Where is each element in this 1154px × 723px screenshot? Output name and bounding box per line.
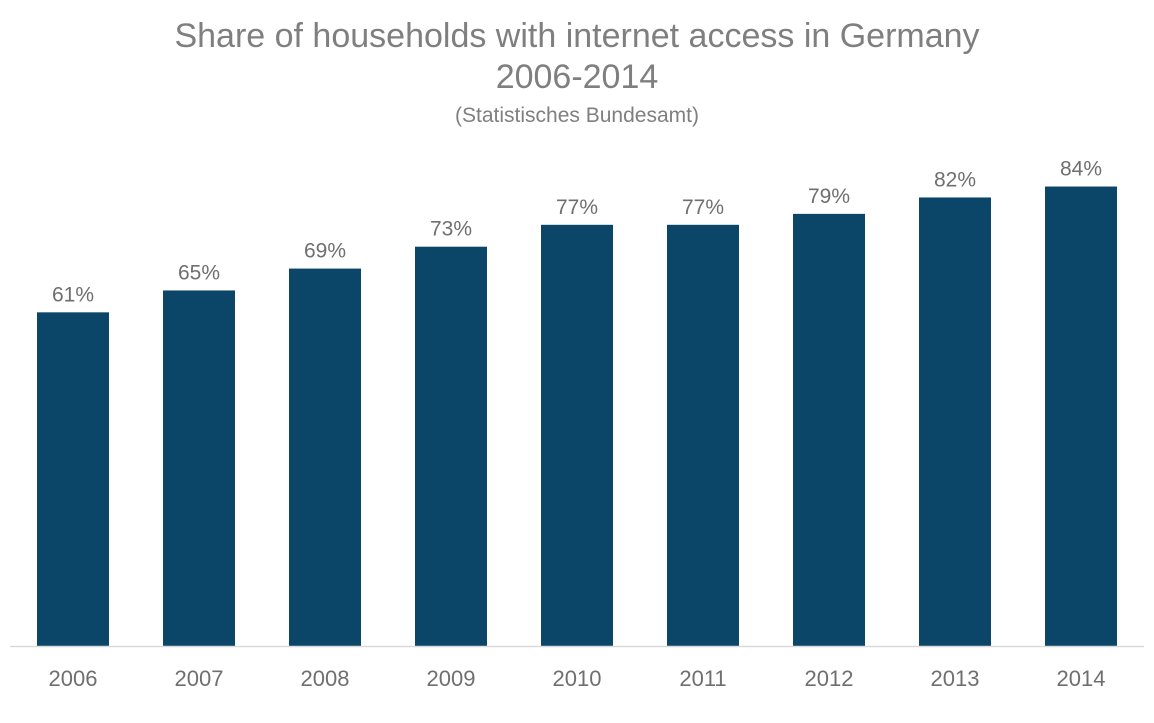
- bar-2009: [415, 246, 487, 646]
- x-tick-label-2012: 2012: [805, 666, 854, 691]
- bar-2014: [1045, 186, 1117, 646]
- data-label-2012: 79%: [808, 185, 850, 208]
- bar-2006: [37, 312, 109, 646]
- x-tick-label-2008: 2008: [301, 666, 350, 691]
- bar-2008: [289, 268, 361, 646]
- chart-title-years: 2006-2014: [496, 58, 659, 96]
- bar-2011: [667, 224, 739, 646]
- plot-area: 61% 2006 65% 2007 69% 2008 73% 2009 77% 2010 77% 20…: [37, 158, 1117, 691]
- data-label-2007: 65%: [178, 261, 220, 284]
- data-label-2014: 84%: [1060, 158, 1102, 181]
- x-tick-label-2007: 2007: [175, 666, 224, 691]
- data-label-2009: 73%: [430, 218, 472, 241]
- data-label-2011: 77%: [682, 196, 724, 219]
- x-tick-label-2014: 2014: [1057, 666, 1106, 691]
- x-tick-label-2013: 2013: [931, 666, 980, 691]
- data-label-2008: 69%: [304, 240, 346, 263]
- bar-2012: [793, 213, 865, 646]
- data-label-2006: 61%: [52, 283, 94, 306]
- bar-2010: [541, 224, 613, 646]
- data-label-2010: 77%: [556, 196, 598, 219]
- x-tick-label-2009: 2009: [427, 666, 476, 691]
- bar-2007: [163, 290, 235, 646]
- data-label-2013: 82%: [934, 168, 976, 191]
- x-tick-label-2006: 2006: [49, 666, 98, 691]
- x-tick-label-2010: 2010: [553, 666, 602, 691]
- bar-2013: [919, 197, 991, 646]
- x-tick-label-2011: 2011: [679, 666, 726, 691]
- chart-subtitle: (Statistisches Bundesamt): [455, 104, 699, 127]
- chart-title: Share of households with internet access…: [174, 17, 979, 55]
